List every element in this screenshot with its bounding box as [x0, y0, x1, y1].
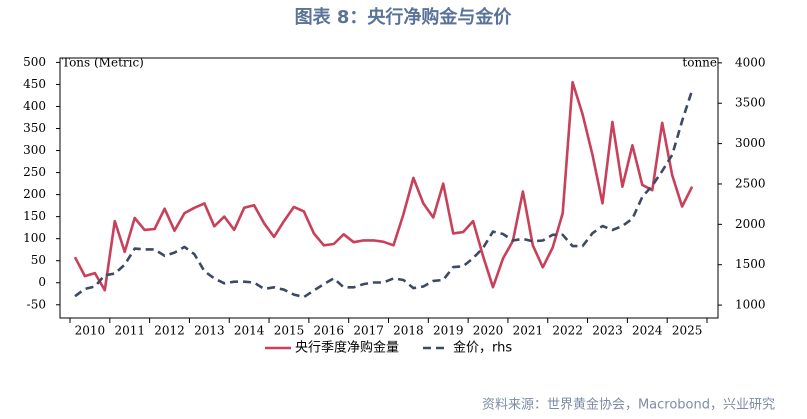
y2-tick-label: 1000	[735, 298, 766, 312]
x-tick-label: 2024	[632, 324, 663, 338]
x-tick-label: 2013	[194, 324, 225, 338]
y2-tick-label: 4000	[735, 55, 766, 69]
x-tick-label: 2023	[592, 324, 623, 338]
y-tick-label: 50	[31, 253, 46, 267]
x-tick-label: 2022	[552, 324, 583, 338]
x-tick-label: 2018	[393, 324, 424, 338]
y-tick-label: -50	[27, 297, 46, 311]
source: 资料来源：世界黄金协会，Macrobond，兴业研究	[482, 397, 775, 413]
x-tick-label: 2011	[114, 324, 145, 338]
y-tick-label: 100	[23, 231, 46, 245]
y2-tick-label: 1500	[735, 257, 766, 271]
x-tick-label: 2025	[672, 324, 703, 338]
y-axis-title: Tons (Metric)	[62, 56, 144, 70]
y2-tick-label: 2000	[735, 217, 766, 231]
y-tick-label: 200	[23, 187, 46, 201]
x-tick-label: 2010	[75, 324, 106, 338]
y-tick-label: 400	[23, 99, 46, 113]
x-tick-label: 2014	[234, 324, 265, 338]
x-tick-label: 2012	[154, 324, 185, 338]
chart-title: 图表 8：央行净购金与金价	[295, 6, 513, 28]
x-tick-label: 2015	[274, 324, 305, 338]
y2-axis-title: tonne	[682, 56, 717, 70]
y-tick-label: 350	[23, 121, 46, 135]
x-tick-label: 2019	[433, 324, 464, 338]
legend-label: 央行季度净购金量	[295, 340, 399, 356]
x-tick-label: 2021	[513, 324, 544, 338]
y2-tick-label: 3500	[735, 96, 766, 110]
y-tick-label: 250	[23, 165, 46, 179]
y-tick-label: 300	[23, 143, 46, 157]
y2-tick-label: 3000	[735, 136, 766, 150]
y-tick-label: 450	[23, 77, 46, 91]
series-line	[73, 80, 694, 292]
x-tick-label: 2020	[473, 324, 504, 338]
x-tick-label: 2016	[314, 324, 345, 338]
y-tick-label: 500	[23, 55, 46, 69]
y2-tick-label: 2500	[735, 176, 766, 190]
y-tick-label: 0	[38, 275, 46, 289]
legend-label: 金价，rhs	[453, 340, 512, 356]
x-tick-label: 2017	[353, 324, 384, 338]
y-tick-label: 150	[23, 209, 46, 223]
